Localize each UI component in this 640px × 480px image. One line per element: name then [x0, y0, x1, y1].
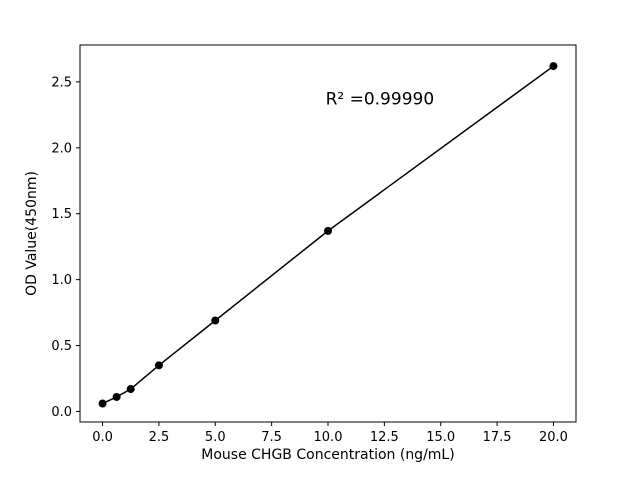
- data-point: [98, 399, 107, 408]
- y-axis-label: OD Value(450nm): [24, 171, 40, 296]
- y-tick-label: 2.5: [51, 75, 72, 90]
- data-point: [549, 62, 558, 71]
- x-axis-label: Mouse CHGB Concentration (ng/mL): [201, 447, 454, 463]
- y-tick-label: 2.0: [51, 141, 72, 156]
- x-tick-label: 12.5: [370, 430, 399, 445]
- x-tick-label: 20.0: [539, 430, 568, 445]
- y-tick-label: 0.5: [51, 339, 72, 354]
- y-tick-label: 1.0: [51, 273, 72, 288]
- x-tick-label: 7.5: [261, 430, 282, 445]
- r-squared-annotation: R² =0.99990: [326, 89, 435, 109]
- x-tick-label: 2.5: [149, 430, 170, 445]
- data-point: [324, 226, 332, 235]
- x-tick-label: 5.0: [205, 430, 226, 445]
- y-tick-label: 1.5: [51, 207, 72, 222]
- x-tick-label: 17.5: [483, 430, 512, 445]
- x-tick-label: 15.0: [426, 430, 455, 445]
- data-point: [211, 316, 220, 325]
- data-point: [126, 385, 135, 394]
- data-point: [112, 392, 121, 401]
- x-tick-label: 0.0: [92, 430, 113, 445]
- data-point: [154, 361, 163, 370]
- y-tick-label: 0.0: [51, 405, 72, 420]
- x-tick-label: 10.0: [314, 430, 343, 445]
